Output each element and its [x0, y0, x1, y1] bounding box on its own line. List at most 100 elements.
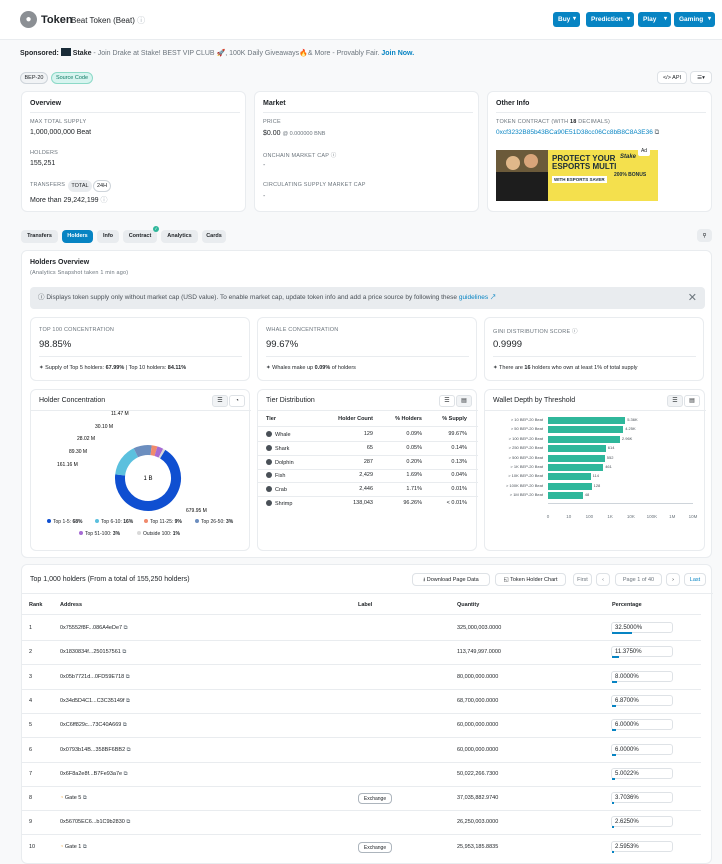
divider [21, 785, 701, 787]
list-view-toggle[interactable]: ☰ [439, 395, 455, 407]
depth-bar[interactable] [548, 473, 591, 481]
next-page-button[interactable]: › [666, 573, 680, 586]
nav-prediction-button[interactable]: Prediction ▾ [586, 12, 634, 27]
last-page-button[interactable]: Last [684, 573, 706, 586]
tab-transfers[interactable]: Transfers [21, 230, 58, 243]
transfers-total-tab[interactable]: TOTAL [68, 180, 92, 192]
tier-column-header: % Supply [442, 416, 467, 422]
holder-address-link[interactable]: 0x0793b14B...358BF6BB2 ⧉ [60, 746, 131, 753]
legend-item[interactable]: Top 51-100: 3% [79, 531, 120, 537]
tier-holders: 1.71% [406, 486, 422, 493]
sparkle-icon: ✶ [266, 365, 273, 371]
copy-icon[interactable]: ⧉ [81, 795, 87, 802]
pie-view-toggle[interactable]: ◔ [229, 395, 245, 407]
holder-address-link[interactable]: 0x05b7721d...0FD59E718 ⧉ [60, 673, 130, 680]
tab-holders[interactable]: Holders [62, 230, 93, 243]
token-standard-badge[interactable]: BEP-20 [20, 72, 48, 84]
copy-icon[interactable]: ⧉ [81, 843, 87, 850]
holder-address-link[interactable]: 0x56705EC6...b1C9b2830 ⧉ [60, 819, 131, 826]
nav-play-button[interactable]: Play ▾ [638, 12, 671, 27]
depth-bar[interactable] [548, 435, 620, 443]
search-button[interactable]: ⚲ [697, 229, 712, 242]
copy-icon[interactable]: ⧉ [124, 673, 130, 680]
holder-address-link[interactable]: 0x75552f8F...086A4eDe7 ⧉ [60, 625, 128, 631]
copy-icon[interactable]: ⧉ [122, 625, 128, 631]
divider [30, 112, 240, 113]
exchange-label-badge[interactable]: Exchange [358, 841, 392, 853]
holder-address-link[interactable]: 0x34d5D4C1...C3C35149f ⧉ [60, 697, 130, 704]
donut-slice[interactable] [154, 446, 164, 458]
ad-person-icon [524, 154, 538, 168]
depth-bar[interactable] [548, 417, 626, 424]
ad-brand: Stake [620, 154, 637, 160]
holder-address-link[interactable]: 0xC6ff829c...73C40A669 ⧉ [60, 722, 127, 729]
copy-icon[interactable]: ⧉ [125, 746, 131, 753]
guidelines-link[interactable]: guidelines [458, 294, 489, 301]
legend-dot-icon [95, 519, 99, 523]
holder-address-link[interactable]: 0x6F8a2e8f...B7Fe93a7e ⧉ [60, 770, 128, 777]
bar-view-toggle[interactable]: ▤ [456, 395, 472, 407]
first-page-button[interactable]: First [573, 573, 592, 586]
legend-item[interactable]: Top 6-10: 16% [95, 519, 133, 525]
donut-slice[interactable] [115, 448, 139, 476]
close-icon[interactable]: ✕ [687, 292, 697, 304]
depth-bar[interactable] [548, 492, 583, 500]
bar-view-toggle[interactable]: ▤ [684, 395, 700, 407]
tab-analytics[interactable]: Analytics [161, 230, 198, 243]
concentration-title: Holder Concentration [39, 397, 106, 404]
ad-banner[interactable]: PROTECT YOUR ESPORTS MULTI WITH ESPORTS S… [496, 150, 658, 201]
tier-count: 287 [363, 458, 373, 465]
download-button[interactable]: ⭳ Download Page Data [412, 573, 490, 586]
legend-item[interactable]: Top 26-50: 3% [195, 519, 233, 525]
list-view-toggle[interactable]: ☰ [667, 395, 683, 407]
donut-slice[interactable] [158, 448, 166, 459]
transfers-24h-tab[interactable]: 24H [93, 180, 111, 192]
copy-icon[interactable]: ⧉ [120, 649, 127, 656]
tab-info[interactable]: Info [97, 230, 119, 243]
list-view-toggle[interactable]: ☰ [212, 395, 228, 407]
table-column-header: Quantity [457, 602, 480, 608]
holders-overview-title: Holders Overview [30, 259, 90, 266]
copy-icon[interactable]: ⧉ [654, 129, 660, 136]
depth-bar[interactable] [548, 454, 605, 462]
holder-address-link[interactable]: ◔ Gate 1 ⧉ [60, 843, 87, 850]
exchange-logo-icon: ◔ [60, 843, 65, 850]
api-button[interactable]: </> API [657, 71, 687, 84]
nav-gaming-button[interactable]: Gaming ▾ [674, 12, 715, 27]
donut-slice[interactable] [150, 445, 158, 456]
holder-chart-button[interactable]: ◱ Token Holder Chart [495, 573, 566, 586]
prev-page-button[interactable]: ‹ [596, 573, 610, 586]
donut-value-label: 30.10 M [95, 424, 113, 430]
stat-note: ✶ There are 16 holders who own at least … [493, 365, 638, 371]
depth-bar[interactable] [548, 482, 592, 490]
tab-contract[interactable]: Contract [123, 230, 157, 243]
tab-cards[interactable]: Cards [202, 230, 226, 243]
circ-value: - [263, 193, 266, 200]
legend-item[interactable]: Outside 100: 1% [137, 531, 180, 537]
donut-slice[interactable] [133, 445, 152, 458]
donut-slice[interactable] [115, 449, 181, 511]
source-code-badge[interactable]: Source Code [51, 72, 93, 84]
info-icon: ⓘ [100, 197, 108, 204]
more-menu-button[interactable]: ☰▾ [690, 71, 712, 84]
holder-address-link[interactable]: ◔ Gate 5 ⧉ [60, 795, 87, 802]
copy-icon[interactable]: ⧉ [122, 770, 128, 777]
legend-item[interactable]: Top 11-25: 9% [144, 519, 182, 525]
stat-label: TOP 100 CONCENTRATION [39, 327, 115, 333]
depth-bar[interactable] [548, 426, 624, 434]
tier-supply: 0.04% [451, 472, 467, 479]
depth-bar[interactable] [548, 464, 604, 471]
copy-icon[interactable]: ⧉ [124, 697, 130, 704]
copy-icon[interactable]: ⧉ [121, 722, 127, 729]
holder-address-link[interactable]: 0x1830834f...250157561 ⧉ [60, 649, 127, 656]
divider [258, 410, 478, 411]
depth-bar[interactable] [548, 445, 606, 453]
exchange-label-badge[interactable]: Exchange [358, 793, 392, 805]
legend-item[interactable]: Top 1-5: 68% [47, 519, 82, 525]
ad-subline: WITH ESPORTS SAVER [552, 176, 607, 183]
quantity-cell: 60,000,000.0000 [457, 746, 499, 753]
nav-buy-button[interactable]: Buy ▾ [553, 12, 580, 27]
contract-address-link[interactable]: 0xcf3232B85b43BCa90E51D38cc06Cc8bB8C8A3E… [496, 129, 660, 136]
sponsor-link[interactable]: Join Now. [381, 50, 415, 57]
copy-icon[interactable]: ⧉ [124, 819, 131, 826]
